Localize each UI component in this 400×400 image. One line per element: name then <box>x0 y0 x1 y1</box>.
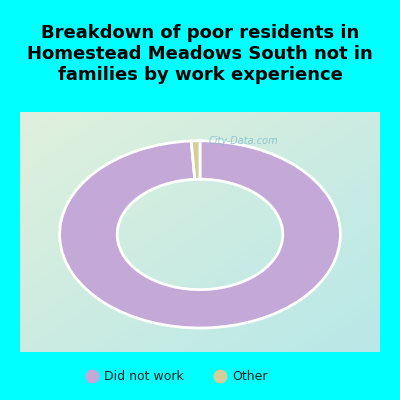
Wedge shape <box>60 141 340 328</box>
Wedge shape <box>191 141 200 179</box>
Text: Did not work: Did not work <box>104 370 184 382</box>
Text: City-Data.com: City-Data.com <box>208 136 278 146</box>
Text: Other: Other <box>232 370 268 382</box>
Text: Breakdown of poor residents in
Homestead Meadows South not in
families by work e: Breakdown of poor residents in Homestead… <box>27 24 373 84</box>
